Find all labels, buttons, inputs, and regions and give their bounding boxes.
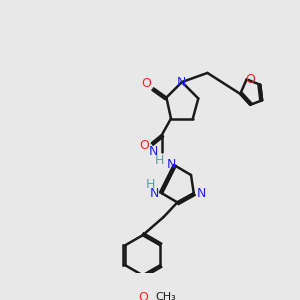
Text: H: H — [154, 154, 164, 167]
Text: N: N — [166, 158, 176, 171]
Text: H: H — [145, 178, 155, 190]
Text: O: O — [245, 73, 255, 86]
Text: N: N — [177, 76, 187, 88]
Text: O: O — [140, 140, 149, 152]
Text: N: N — [150, 187, 159, 200]
Text: CH₃: CH₃ — [155, 292, 176, 300]
Text: N: N — [196, 187, 206, 200]
Text: N: N — [149, 145, 158, 158]
Text: O: O — [141, 77, 151, 90]
Text: O: O — [138, 291, 148, 300]
